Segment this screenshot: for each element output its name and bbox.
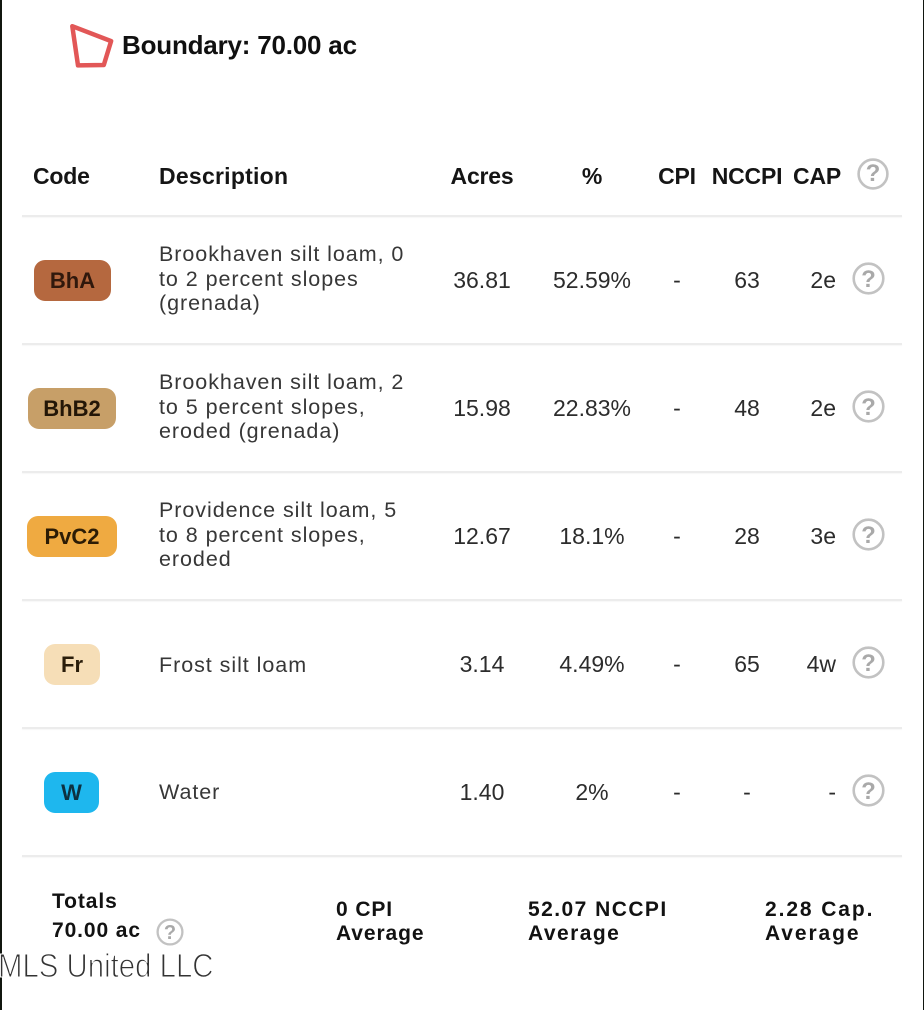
svg-text:?: ?	[861, 266, 876, 293]
svg-text:?: ?	[164, 922, 176, 944]
svg-text:?: ?	[866, 160, 881, 187]
svg-text:?: ?	[861, 522, 876, 549]
svg-text:?: ?	[861, 778, 876, 805]
svg-text:?: ?	[861, 394, 876, 421]
svg-text:?: ?	[861, 650, 876, 677]
